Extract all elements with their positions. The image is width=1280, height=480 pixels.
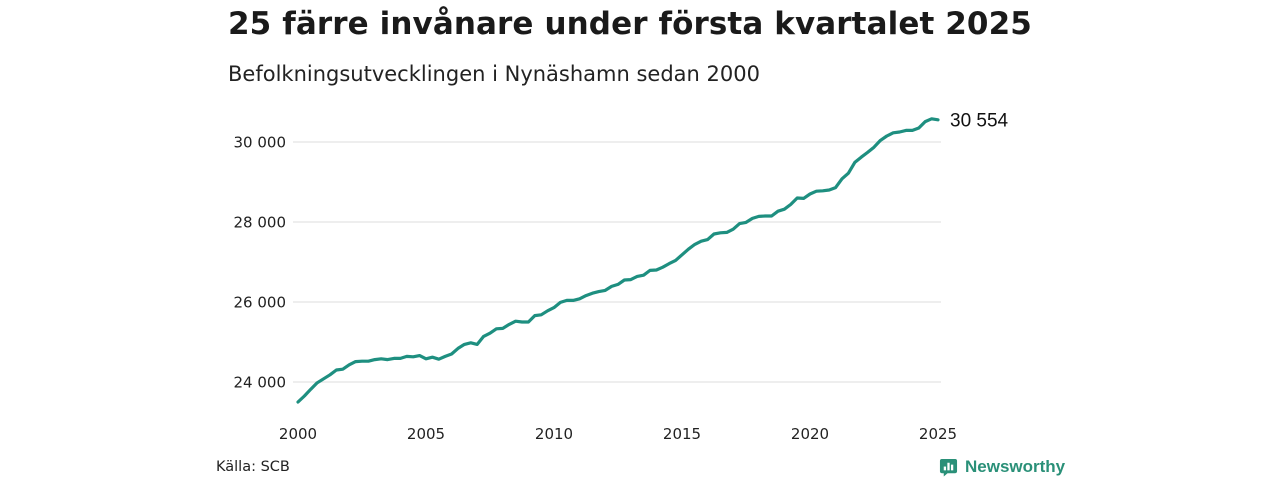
bar-chart-speech-bubble-icon (939, 458, 958, 477)
population-series-line (296, 117, 940, 404)
y-tick-label: 30 000 (234, 134, 287, 152)
y-tick-label: 28 000 (234, 214, 287, 232)
x-tick-label: 2005 (407, 425, 445, 443)
newsworthy-logo: Newsworthy (939, 457, 1065, 477)
brand-name: Newsworthy (965, 457, 1066, 476)
x-tick-label: 2020 (791, 425, 829, 443)
y-tick-label: 26 000 (234, 294, 287, 312)
x-tick-label: 2025 (919, 425, 957, 443)
x-tick-label: 2015 (663, 425, 701, 443)
chart-subtitle: Befolkningsutvecklingen i Nynäshamn seda… (228, 62, 760, 86)
y-tick-label: 24 000 (234, 374, 287, 392)
source-note: Källa: SCB (216, 459, 290, 475)
end-value-label: 30 554 (950, 110, 1009, 131)
x-tick-label: 2010 (535, 425, 573, 443)
x-tick-label: 2000 (279, 425, 317, 443)
chart-title: 25 färre invånare under första kvartalet… (228, 6, 1032, 42)
